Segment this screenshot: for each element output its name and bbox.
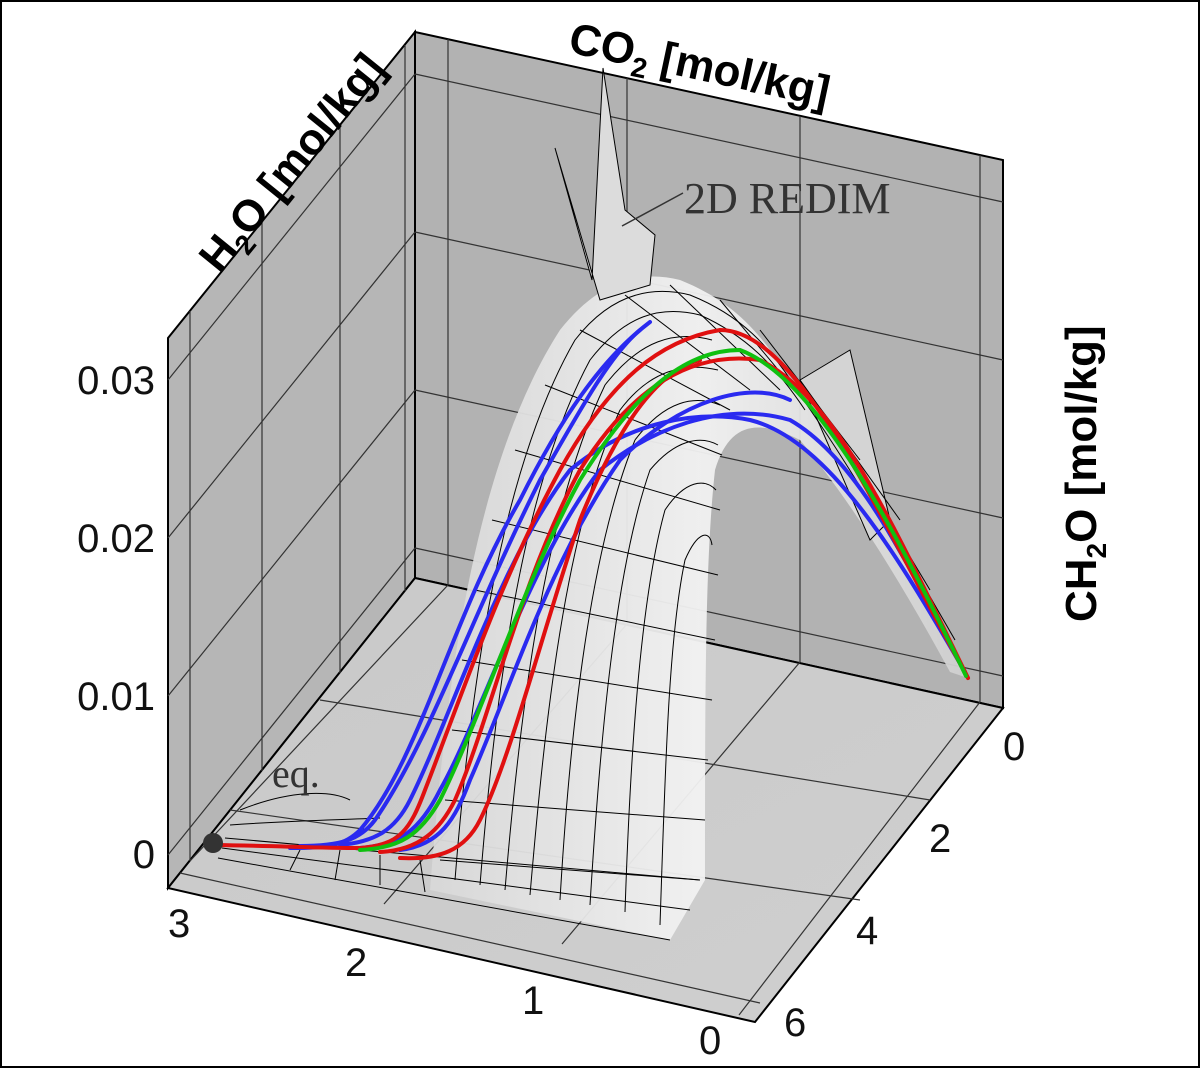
- h2o-tick-3: 0: [699, 1019, 721, 1063]
- redim-label: 2D REDIM: [684, 174, 891, 223]
- eq-label: eq.: [272, 751, 320, 796]
- h2o-ticks: 3 2 1 0: [168, 902, 721, 1063]
- co2-tick-0: 0: [1003, 725, 1025, 769]
- ch2o-tick-3: 0: [133, 833, 155, 877]
- co2-ticks: 0 2 4 6: [784, 725, 1025, 1045]
- equilibrium-point: [203, 833, 223, 853]
- co2-tick-1: 2: [929, 817, 951, 861]
- ch2o-tick-2: 0.01: [77, 675, 155, 719]
- ch2o-tick-1: 0.02: [77, 517, 155, 561]
- green-trajectories: [358, 347, 968, 852]
- redim-surface: [430, 276, 968, 940]
- ch2o-ticks: 0.03 0.02 0.01 0: [77, 359, 155, 877]
- h2o-tick-1: 2: [345, 941, 367, 985]
- co2-tick-2: 4: [856, 909, 878, 953]
- blue-trajectories: [288, 320, 967, 852]
- co2-tick-3: 6: [784, 1001, 806, 1045]
- surface-mesh: [217, 284, 969, 941]
- h2o-tick-0: 3: [168, 902, 190, 946]
- surface-spike: [554, 67, 656, 301]
- redim-leader-line: [621, 192, 684, 227]
- h2o-tick-2: 1: [522, 979, 544, 1023]
- ch2o-axis-title: CH2O [mol/kg]: [1057, 325, 1112, 622]
- ch2o-tick-0: 0.03: [77, 359, 155, 403]
